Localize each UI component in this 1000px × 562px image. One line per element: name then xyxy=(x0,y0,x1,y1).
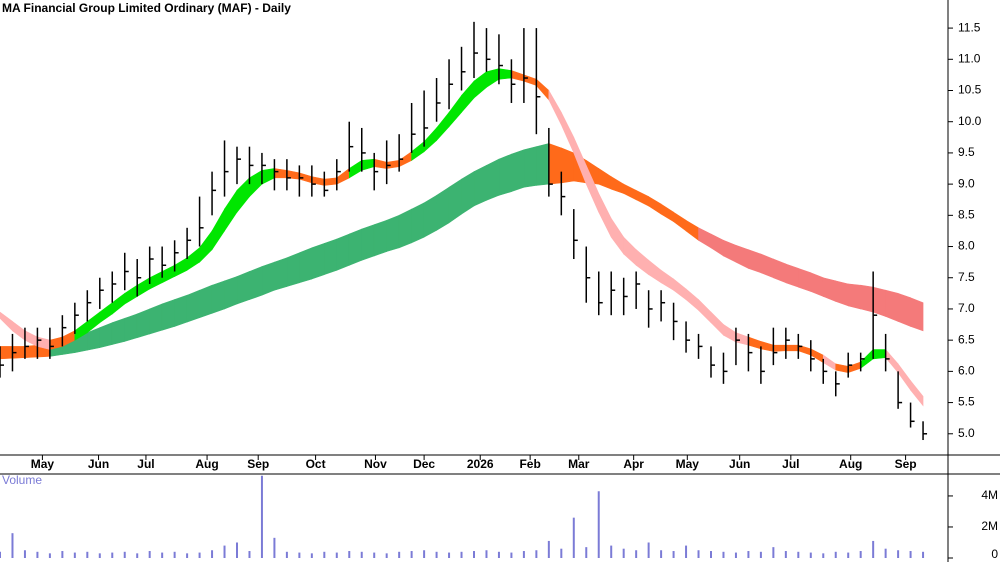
ma-band-segment xyxy=(872,349,886,360)
ma-band-segment xyxy=(835,280,849,307)
ma-band-segment xyxy=(286,252,300,287)
ma-band-segment xyxy=(124,313,138,342)
volume-label: Volume xyxy=(2,473,42,487)
ma-band-segment xyxy=(149,303,163,335)
volume-y-tick-label: 2M xyxy=(981,519,998,533)
ma-band-segment xyxy=(773,344,787,352)
volume-y-tick-label: 4M xyxy=(981,488,998,502)
y-tick-label: 10.5 xyxy=(958,83,982,97)
y-tick-label: 9.5 xyxy=(958,145,975,159)
ma-band-segment xyxy=(885,289,899,322)
ma-band-segment xyxy=(548,143,562,185)
volume-y-tick-label: 0 xyxy=(991,547,998,561)
x-tick-label: Jul xyxy=(137,457,154,471)
ma-band-segment xyxy=(311,242,325,280)
ma-band-segment xyxy=(324,177,338,186)
ma-band-segment xyxy=(211,280,225,314)
x-tick-label: Apr xyxy=(623,457,644,471)
ma-band-segment xyxy=(186,289,200,323)
ma-band-segment xyxy=(386,214,400,252)
ma-band-segment xyxy=(536,143,550,186)
x-tick-label: Dec xyxy=(413,457,435,471)
ma-band-segment xyxy=(111,317,126,345)
ma-band-segment xyxy=(486,158,500,201)
ma-band-segment xyxy=(847,283,861,310)
x-tick-label: Aug xyxy=(195,457,218,471)
y-tick-label: 11.5 xyxy=(958,20,981,34)
ma-band-segment xyxy=(872,286,886,317)
ma-band-segment xyxy=(249,266,263,301)
y-tick-label: 8.0 xyxy=(958,239,975,253)
ma-band-segment xyxy=(473,164,487,207)
ma-band-segment xyxy=(411,202,425,244)
y-tick-label: 8.5 xyxy=(958,208,975,222)
ma-band-segment xyxy=(897,292,911,327)
y-tick-label: 7.5 xyxy=(958,270,975,284)
y-tick-label: 10.0 xyxy=(958,114,982,128)
x-tick-label: Sep xyxy=(895,457,917,471)
x-tick-label: Jul xyxy=(782,457,799,471)
ma-band-segment xyxy=(0,346,13,360)
y-tick-label: 5.5 xyxy=(958,395,975,409)
y-tick-label: 6.5 xyxy=(958,332,975,346)
ma-band-segment xyxy=(336,233,350,271)
ma-band-segment xyxy=(561,147,575,184)
ma-band-segment xyxy=(910,297,924,332)
ma-band-segment xyxy=(274,257,288,291)
x-tick-label: Feb xyxy=(519,457,540,471)
y-tick-label: 6.0 xyxy=(958,364,975,378)
x-tick-label: Nov xyxy=(364,457,387,471)
y-tick-label: 11.0 xyxy=(958,51,981,65)
ma-band-segment xyxy=(161,299,175,331)
chart-title: MA Financial Group Limited Ordinary (MAF… xyxy=(2,1,291,15)
x-tick-label: Jun xyxy=(88,457,109,471)
y-tick-label: 7.0 xyxy=(958,301,975,315)
x-tick-label: May xyxy=(31,457,55,471)
ma-band-segment xyxy=(136,308,150,339)
x-tick-label: May xyxy=(676,457,700,471)
x-tick-label: Sep xyxy=(247,457,269,471)
ma-band-segment xyxy=(785,344,799,352)
ma-band-segment xyxy=(348,228,363,266)
x-tick-label: Mar xyxy=(568,457,590,471)
ma-band-segment xyxy=(398,208,412,249)
ma-band-segment xyxy=(324,238,338,276)
ma-band-segment xyxy=(860,284,874,313)
y-tick-label: 5.0 xyxy=(958,426,975,440)
x-tick-label: Jun xyxy=(729,457,750,471)
ma-band-segment xyxy=(523,146,537,188)
ma-band-segment xyxy=(224,276,238,310)
ma-band-segment xyxy=(174,294,188,327)
ma-band-segment xyxy=(511,149,525,193)
x-tick-label: Aug xyxy=(839,457,862,471)
x-tick-label: 2026 xyxy=(467,457,494,471)
ma-band-segment xyxy=(423,194,437,238)
ma-band-segment xyxy=(274,168,288,179)
ma-band-segment xyxy=(199,284,213,319)
y-tick-label: 9.0 xyxy=(958,176,975,190)
ma-band-segment xyxy=(236,271,250,305)
ma-band-segment xyxy=(910,379,924,407)
ma-band-segment xyxy=(299,247,313,284)
ma-band-segment xyxy=(748,249,762,274)
ma-band-segment xyxy=(373,219,387,257)
ma-band-segment xyxy=(498,68,512,80)
ma-band-segment xyxy=(498,153,512,196)
ma-band-segment xyxy=(361,224,375,261)
ma-band-segment xyxy=(798,267,812,292)
x-tick-label: Oct xyxy=(306,457,326,471)
ma-band-segment xyxy=(785,263,799,288)
ma-band-segment xyxy=(261,261,275,296)
